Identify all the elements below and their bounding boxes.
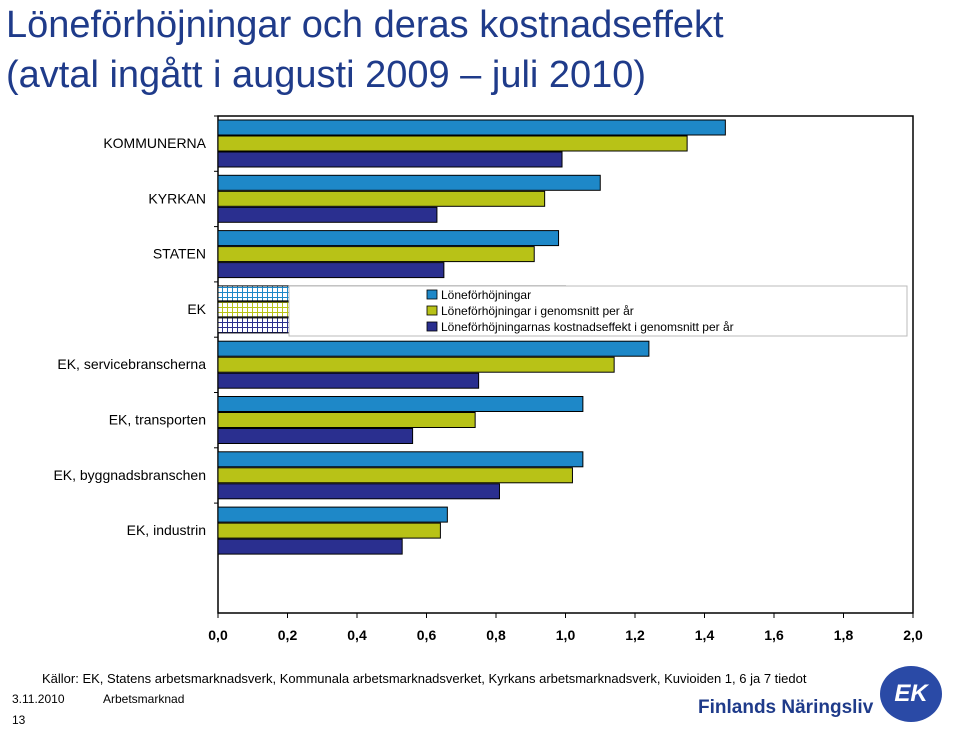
legend: Löneförhöjningar Löneförhöjningar i geno… — [288, 285, 908, 337]
category-label: EK — [187, 301, 206, 317]
x-tick-label: 0,6 — [417, 627, 437, 643]
bar-3-2 — [217, 262, 445, 279]
category-label: STATEN — [153, 246, 206, 262]
legend-label-1: Löneförhöjningar — [441, 288, 531, 302]
category-label: KYRKAN — [148, 190, 206, 206]
legend-swatch-1 — [426, 289, 438, 300]
bar-2-0 — [217, 135, 688, 152]
bar-1-0 — [217, 119, 726, 136]
bar-2-7 — [217, 522, 441, 539]
bar-2-2 — [217, 246, 535, 263]
legend-label-2: Löneförhöjningar i genomsnitt per år — [441, 304, 634, 318]
x-tick-label: 1,4 — [695, 627, 715, 643]
page-number: 13 — [12, 713, 26, 727]
bar-2-5 — [217, 412, 476, 428]
brand-name: Finlands Näringsliv — [698, 697, 874, 718]
x-tick-label: 0,2 — [278, 627, 298, 643]
x-tick-label: 0,4 — [347, 627, 367, 643]
category-label: KOMMUNERNA — [103, 135, 206, 151]
bar-3-7 — [217, 538, 403, 555]
page-title: Löneförhöjningar och deras kostnadseffek… — [6, 0, 946, 100]
legend-label-3: Löneförhöjningarnas kostnadseffekt i gen… — [441, 320, 734, 334]
legend-swatch-3 — [426, 321, 438, 332]
legend-box — [288, 285, 908, 337]
footer-date: 3.11.2010 — [12, 692, 65, 706]
x-tick-label: 1,8 — [834, 627, 854, 643]
sources-note: Källor: EK, Statens arbetsmarknadsverk, … — [42, 671, 807, 686]
x-tick-label: 2,0 — [903, 627, 923, 643]
bar-2-1 — [217, 190, 546, 207]
bar-1-5 — [217, 396, 584, 412]
bar-3-6 — [217, 483, 500, 500]
bar-1-7 — [217, 506, 448, 523]
x-tick-label: 1,2 — [625, 627, 645, 643]
bar-3-0 — [217, 151, 563, 168]
bar-3-1 — [217, 206, 438, 223]
bar-1-1 — [217, 174, 601, 191]
x-tick-label: 0,8 — [486, 627, 506, 643]
title-line-1: Löneförhöjningar och deras kostnadseffek… — [6, 4, 724, 46]
bar-3-4 — [217, 372, 480, 389]
bar-1-6 — [217, 451, 584, 468]
bar-2-6 — [217, 467, 573, 484]
ek-logo: EK — [880, 666, 942, 722]
category-label: EK, industrin — [127, 522, 206, 538]
bar-1-4 — [217, 340, 650, 357]
bar-3-5 — [217, 428, 414, 444]
x-tick-label: 1,0 — [556, 627, 576, 643]
category-label: EK, transporten — [109, 412, 206, 428]
x-tick-label: 0,0 — [208, 627, 228, 643]
x-tick-label: 1,6 — [764, 627, 784, 643]
category-label: EK, servicebranscherna — [57, 356, 206, 372]
footer-section: Arbetsmarknad — [103, 692, 185, 706]
bar-2-4 — [217, 356, 615, 373]
legend-swatch-2 — [426, 305, 438, 316]
bar-1-2 — [217, 230, 560, 247]
title-line-2: (avtal ingått i augusti 2009 – juli 2010… — [6, 54, 647, 96]
category-label: EK, byggnadsbranschen — [53, 467, 206, 483]
